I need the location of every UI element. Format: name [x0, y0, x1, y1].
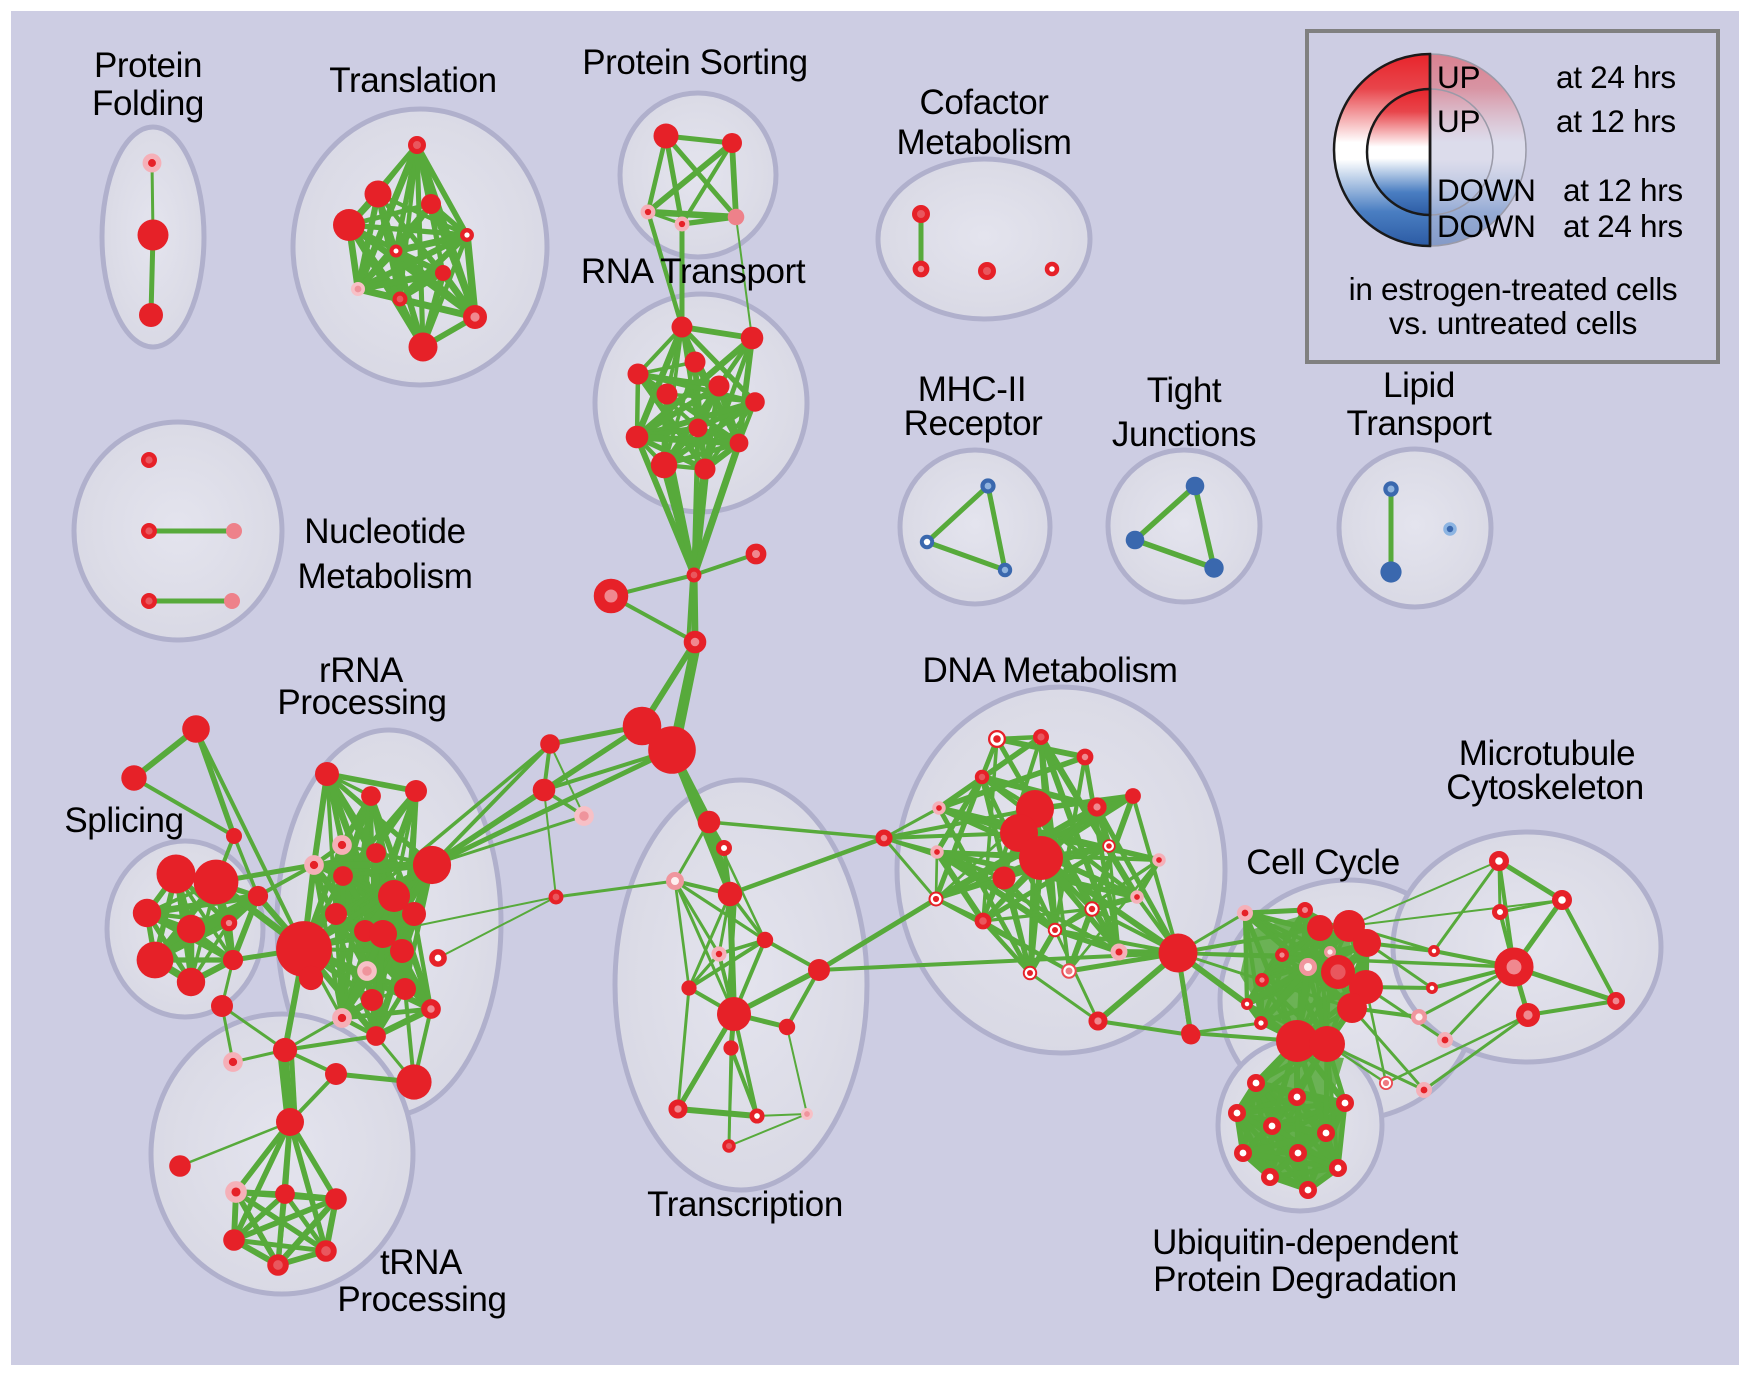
svg-text:Processing: Processing [277, 683, 446, 722]
svg-text:Ubiquitin-dependent: Ubiquitin-dependent [1152, 1223, 1458, 1262]
svg-text:Nucleotide: Nucleotide [304, 512, 465, 551]
svg-text:Microtubule: Microtubule [1459, 734, 1636, 773]
svg-text:DNA Metabolism: DNA Metabolism [922, 651, 1177, 690]
svg-text:Protein Degradation: Protein Degradation [1153, 1260, 1457, 1299]
svg-text:at 24 hrs: at 24 hrs [1556, 59, 1676, 95]
svg-text:Splicing: Splicing [64, 801, 183, 840]
svg-text:Metabolism: Metabolism [897, 123, 1072, 162]
svg-text:Cytoskeleton: Cytoskeleton [1446, 768, 1644, 807]
svg-text:DOWN: DOWN [1437, 208, 1536, 244]
svg-text:UP: UP [1437, 103, 1480, 139]
svg-text:DOWN: DOWN [1437, 172, 1536, 208]
svg-text:Folding: Folding [92, 84, 204, 123]
svg-text:tRNA: tRNA [380, 1243, 463, 1282]
svg-text:Protein: Protein [94, 46, 202, 85]
svg-text:Processing: Processing [337, 1280, 506, 1319]
svg-text:Cell Cycle: Cell Cycle [1246, 843, 1400, 882]
svg-text:Transcription: Transcription [647, 1185, 843, 1224]
svg-text:in estrogen-treated cells: in estrogen-treated cells [1349, 271, 1678, 307]
svg-text:vs. untreated cells: vs. untreated cells [1389, 305, 1637, 341]
svg-text:RNA Transport: RNA Transport [581, 252, 806, 291]
svg-text:Junctions: Junctions [1112, 415, 1256, 454]
svg-text:Transport: Transport [1347, 404, 1493, 443]
svg-text:rRNA: rRNA [319, 651, 404, 690]
svg-text:at 12 hrs: at 12 hrs [1563, 172, 1683, 208]
svg-text:UP: UP [1437, 59, 1480, 95]
svg-text:Translation: Translation [329, 61, 496, 100]
svg-text:Receptor: Receptor [904, 404, 1044, 443]
svg-text:Cofactor: Cofactor [919, 83, 1049, 122]
svg-text:at 24 hrs: at 24 hrs [1563, 208, 1683, 244]
svg-text:at 12 hrs: at 12 hrs [1556, 103, 1676, 139]
svg-text:Metabolism: Metabolism [298, 557, 473, 596]
svg-text:Lipid: Lipid [1383, 366, 1455, 405]
svg-text:Protein Sorting: Protein Sorting [582, 43, 808, 82]
svg-text:MHC-II: MHC-II [918, 370, 1026, 409]
svg-text:Tight: Tight [1147, 371, 1222, 410]
